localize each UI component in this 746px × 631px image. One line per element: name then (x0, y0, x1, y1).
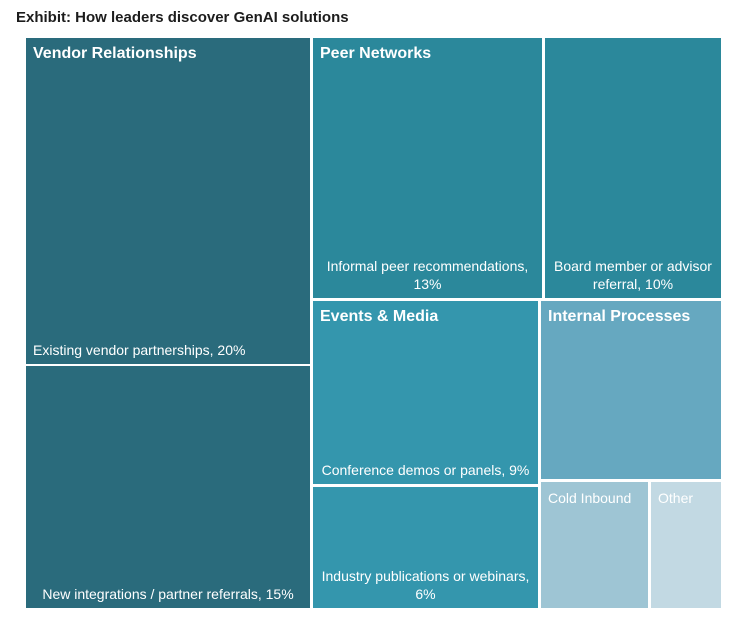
group-label: Peer Networks (320, 45, 432, 62)
tile-label: Conference demos or panels, 9% (321, 462, 530, 478)
group-label: Internal Processes (548, 308, 691, 325)
treemap-tile: Board member or advisor referral, 10% (545, 38, 721, 298)
tile-label: Other (658, 490, 694, 506)
treemap-tile: New integrations / partner referrals, 15… (26, 366, 310, 608)
treemap-tile: Other (651, 482, 721, 608)
treemap-tile: Cold Inbound (541, 482, 648, 608)
tile-label: New integrations / partner referrals, 15… (42, 586, 294, 602)
chart-title: Exhibit: How leaders discover GenAI solu… (16, 9, 349, 26)
tile-label: Existing vendor partnerships, 20% (33, 342, 246, 358)
treemap-tile: Peer Networks Informal peer recommendatio… (313, 38, 542, 298)
tile-label: Industry publications or webinars, 6% (321, 568, 530, 602)
tile-label: Informal peer recommendations, 13% (326, 258, 529, 292)
treemap-tile: Industry publications or webinars, 6% (313, 487, 538, 608)
tile-label: Board member or advisor referral, 10% (554, 258, 712, 292)
group-label: Events & Media (320, 308, 439, 325)
treemap-tile: Internal Processes (541, 301, 721, 479)
group-label: Vendor Relationships (33, 45, 197, 62)
tile-label: Cold Inbound (548, 490, 632, 506)
treemap-tile: Vendor Relationships Existing vendor part… (26, 38, 310, 364)
treemap-tile: Events & Media Conference demos or panels… (313, 301, 538, 484)
